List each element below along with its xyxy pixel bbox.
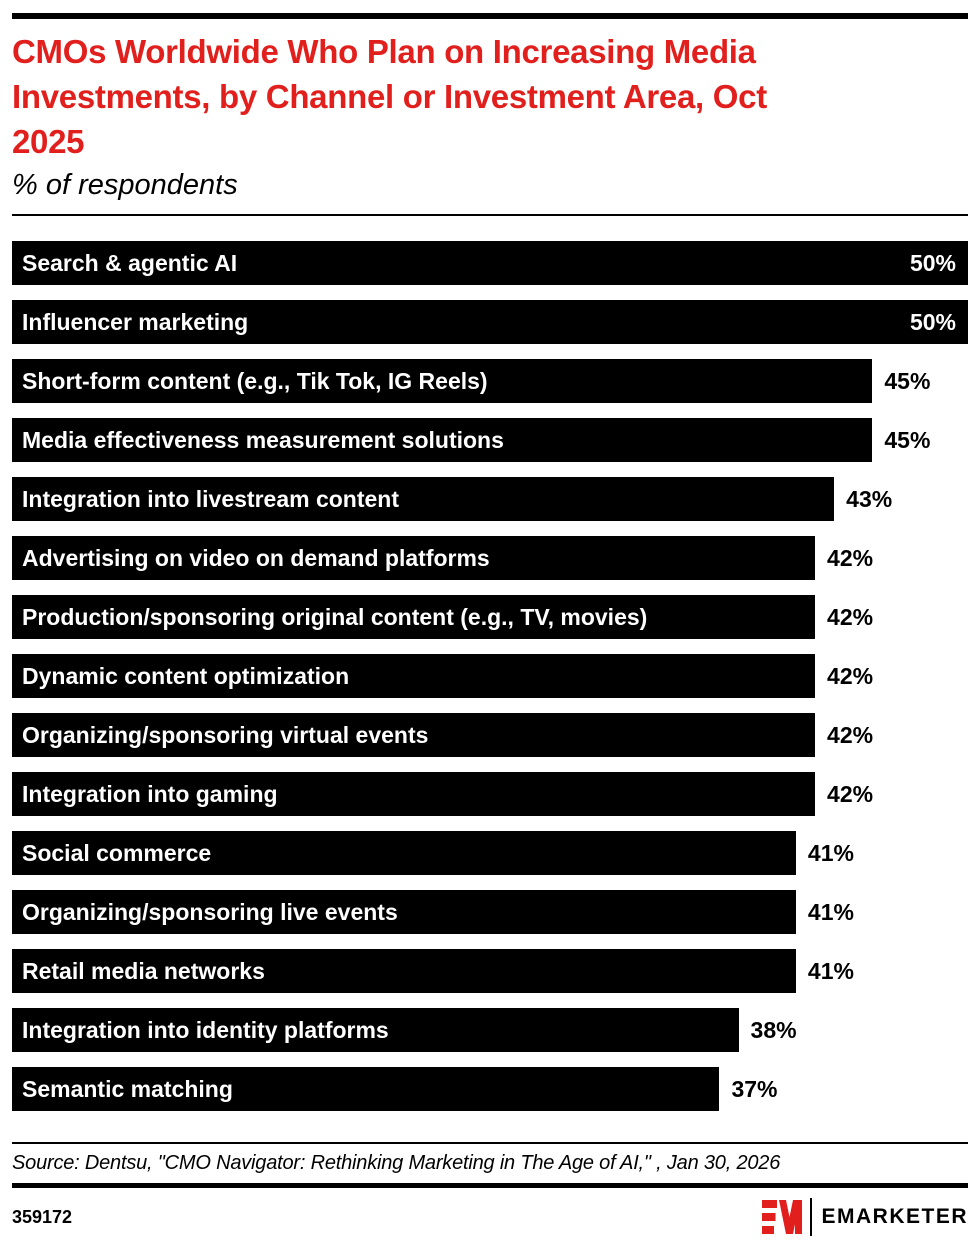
page-title-line-2: Investments, by Channel or Investment Ar…: [12, 78, 767, 115]
bar: Media effectiveness measurement solution…: [12, 418, 873, 462]
bar-label: Dynamic content optimization: [22, 662, 350, 689]
bar: Advertising on video on demand platforms: [12, 536, 816, 580]
bar-row: Search & agentic AI 50%: [12, 241, 968, 285]
bar-value: 43%: [846, 485, 893, 512]
bar-value: 45%: [884, 426, 931, 453]
bar-value: 41%: [807, 839, 854, 866]
bar-row: Social commerce 41%: [12, 831, 968, 875]
bar: Dynamic content optimization: [12, 654, 816, 698]
bar-label: Search & agentic AI: [22, 249, 238, 276]
bar-value: 42%: [827, 603, 874, 630]
bar-value: 45%: [884, 367, 931, 394]
bar-chart: Search & agentic AI 50% Influencer marketi…: [12, 241, 968, 1111]
bar: Influencer marketing 50%: [12, 300, 968, 344]
bar-label: Organizing/sponsoring live events: [22, 898, 398, 925]
bar-label: Integration into identity platforms: [22, 1016, 389, 1043]
page: CMOs Worldwide Who Plan on Increasing Me…: [12, 13, 968, 1237]
bar: Short-form content (e.g., Tik Tok, IG Re…: [12, 359, 873, 403]
bar-label: Short-form content (e.g., Tik Tok, IG Re…: [22, 367, 488, 394]
bar: Semantic matching: [12, 1067, 720, 1111]
bar-label: Production/sponsoring original content (…: [22, 603, 648, 630]
bar-value: 37%: [731, 1075, 778, 1102]
bar: Integration into identity platforms: [12, 1008, 739, 1052]
logo-separator: [809, 1198, 813, 1236]
bar-value: 42%: [827, 662, 874, 689]
bar-label: Organizing/sponsoring virtual events: [22, 721, 429, 748]
emarketer-logo: EMARKETER: [761, 1198, 968, 1236]
bar-value: 41%: [807, 898, 854, 925]
page-title-line-3: 2025: [12, 123, 85, 160]
bar-row: Advertising on video on demand platforms…: [12, 536, 968, 580]
bar-row: Production/sponsoring original content (…: [12, 595, 968, 639]
bar-row: Retail media networks 41%: [12, 949, 968, 993]
bar-row: Semantic matching 37%: [12, 1067, 968, 1111]
bar-value: 41%: [807, 957, 854, 984]
brand-name: EMARKETER: [821, 1205, 968, 1228]
bar: Search & agentic AI 50%: [12, 241, 968, 285]
bar-row: Dynamic content optimization 42%: [12, 654, 968, 698]
bar-row: Integration into livestream content 43%: [12, 477, 968, 521]
bar-value: 38%: [750, 1016, 797, 1043]
bar-label: Media effectiveness measurement solution…: [22, 426, 504, 453]
bar-row: Short-form content (e.g., Tik Tok, IG Re…: [12, 359, 968, 403]
bar-label: Retail media networks: [22, 957, 265, 984]
bar-row: Organizing/sponsoring virtual events 42%: [12, 713, 968, 757]
bar: Integration into livestream content: [12, 477, 835, 521]
bar: Retail media networks: [12, 949, 796, 993]
bar-value: 50%: [909, 308, 956, 335]
bar-value: 42%: [827, 544, 874, 571]
bar-label: Integration into livestream content: [22, 485, 399, 512]
bar-row: Media effectiveness measurement solution…: [12, 418, 968, 462]
bar-label: Social commerce: [22, 839, 212, 866]
header-divider: [12, 214, 968, 216]
bar: Integration into gaming: [12, 772, 816, 816]
page-title: CMOs Worldwide Who Plan on Increasing Me…: [12, 29, 968, 164]
bar: Social commerce: [12, 831, 796, 875]
chart-id: 359172: [12, 1206, 73, 1227]
bar-row: Integration into gaming 42%: [12, 772, 968, 816]
footer-rule: [12, 1183, 968, 1188]
source-line: Source: Dentsu, "CMO Navigator: Rethinki…: [12, 1152, 781, 1174]
bar-row: Organizing/sponsoring live events 41%: [12, 890, 968, 934]
bar-row: Influencer marketing 50%: [12, 300, 968, 344]
bar-label: Integration into gaming: [22, 780, 278, 807]
bar-label: Advertising on video on demand platforms: [22, 544, 490, 571]
bar: Organizing/sponsoring virtual events: [12, 713, 816, 757]
bar-value: 42%: [827, 780, 874, 807]
top-rule: [12, 13, 968, 19]
source-divider: [12, 1142, 968, 1144]
emarketer-em-mark-icon: [761, 1200, 802, 1234]
bar-label: Semantic matching: [22, 1075, 233, 1102]
bar-row: Integration into identity platforms 38%: [12, 1008, 968, 1052]
page-title-line-1: CMOs Worldwide Who Plan on Increasing Me…: [12, 33, 756, 70]
footer: 359172 EMARKETER: [12, 1197, 968, 1237]
bar: Organizing/sponsoring live events: [12, 890, 796, 934]
bar-value: 50%: [909, 249, 956, 276]
bar-label: Influencer marketing: [22, 308, 249, 335]
chart-subtitle: % of respondents: [12, 169, 238, 201]
bar-value: 42%: [827, 721, 874, 748]
bar: Production/sponsoring original content (…: [12, 595, 816, 639]
